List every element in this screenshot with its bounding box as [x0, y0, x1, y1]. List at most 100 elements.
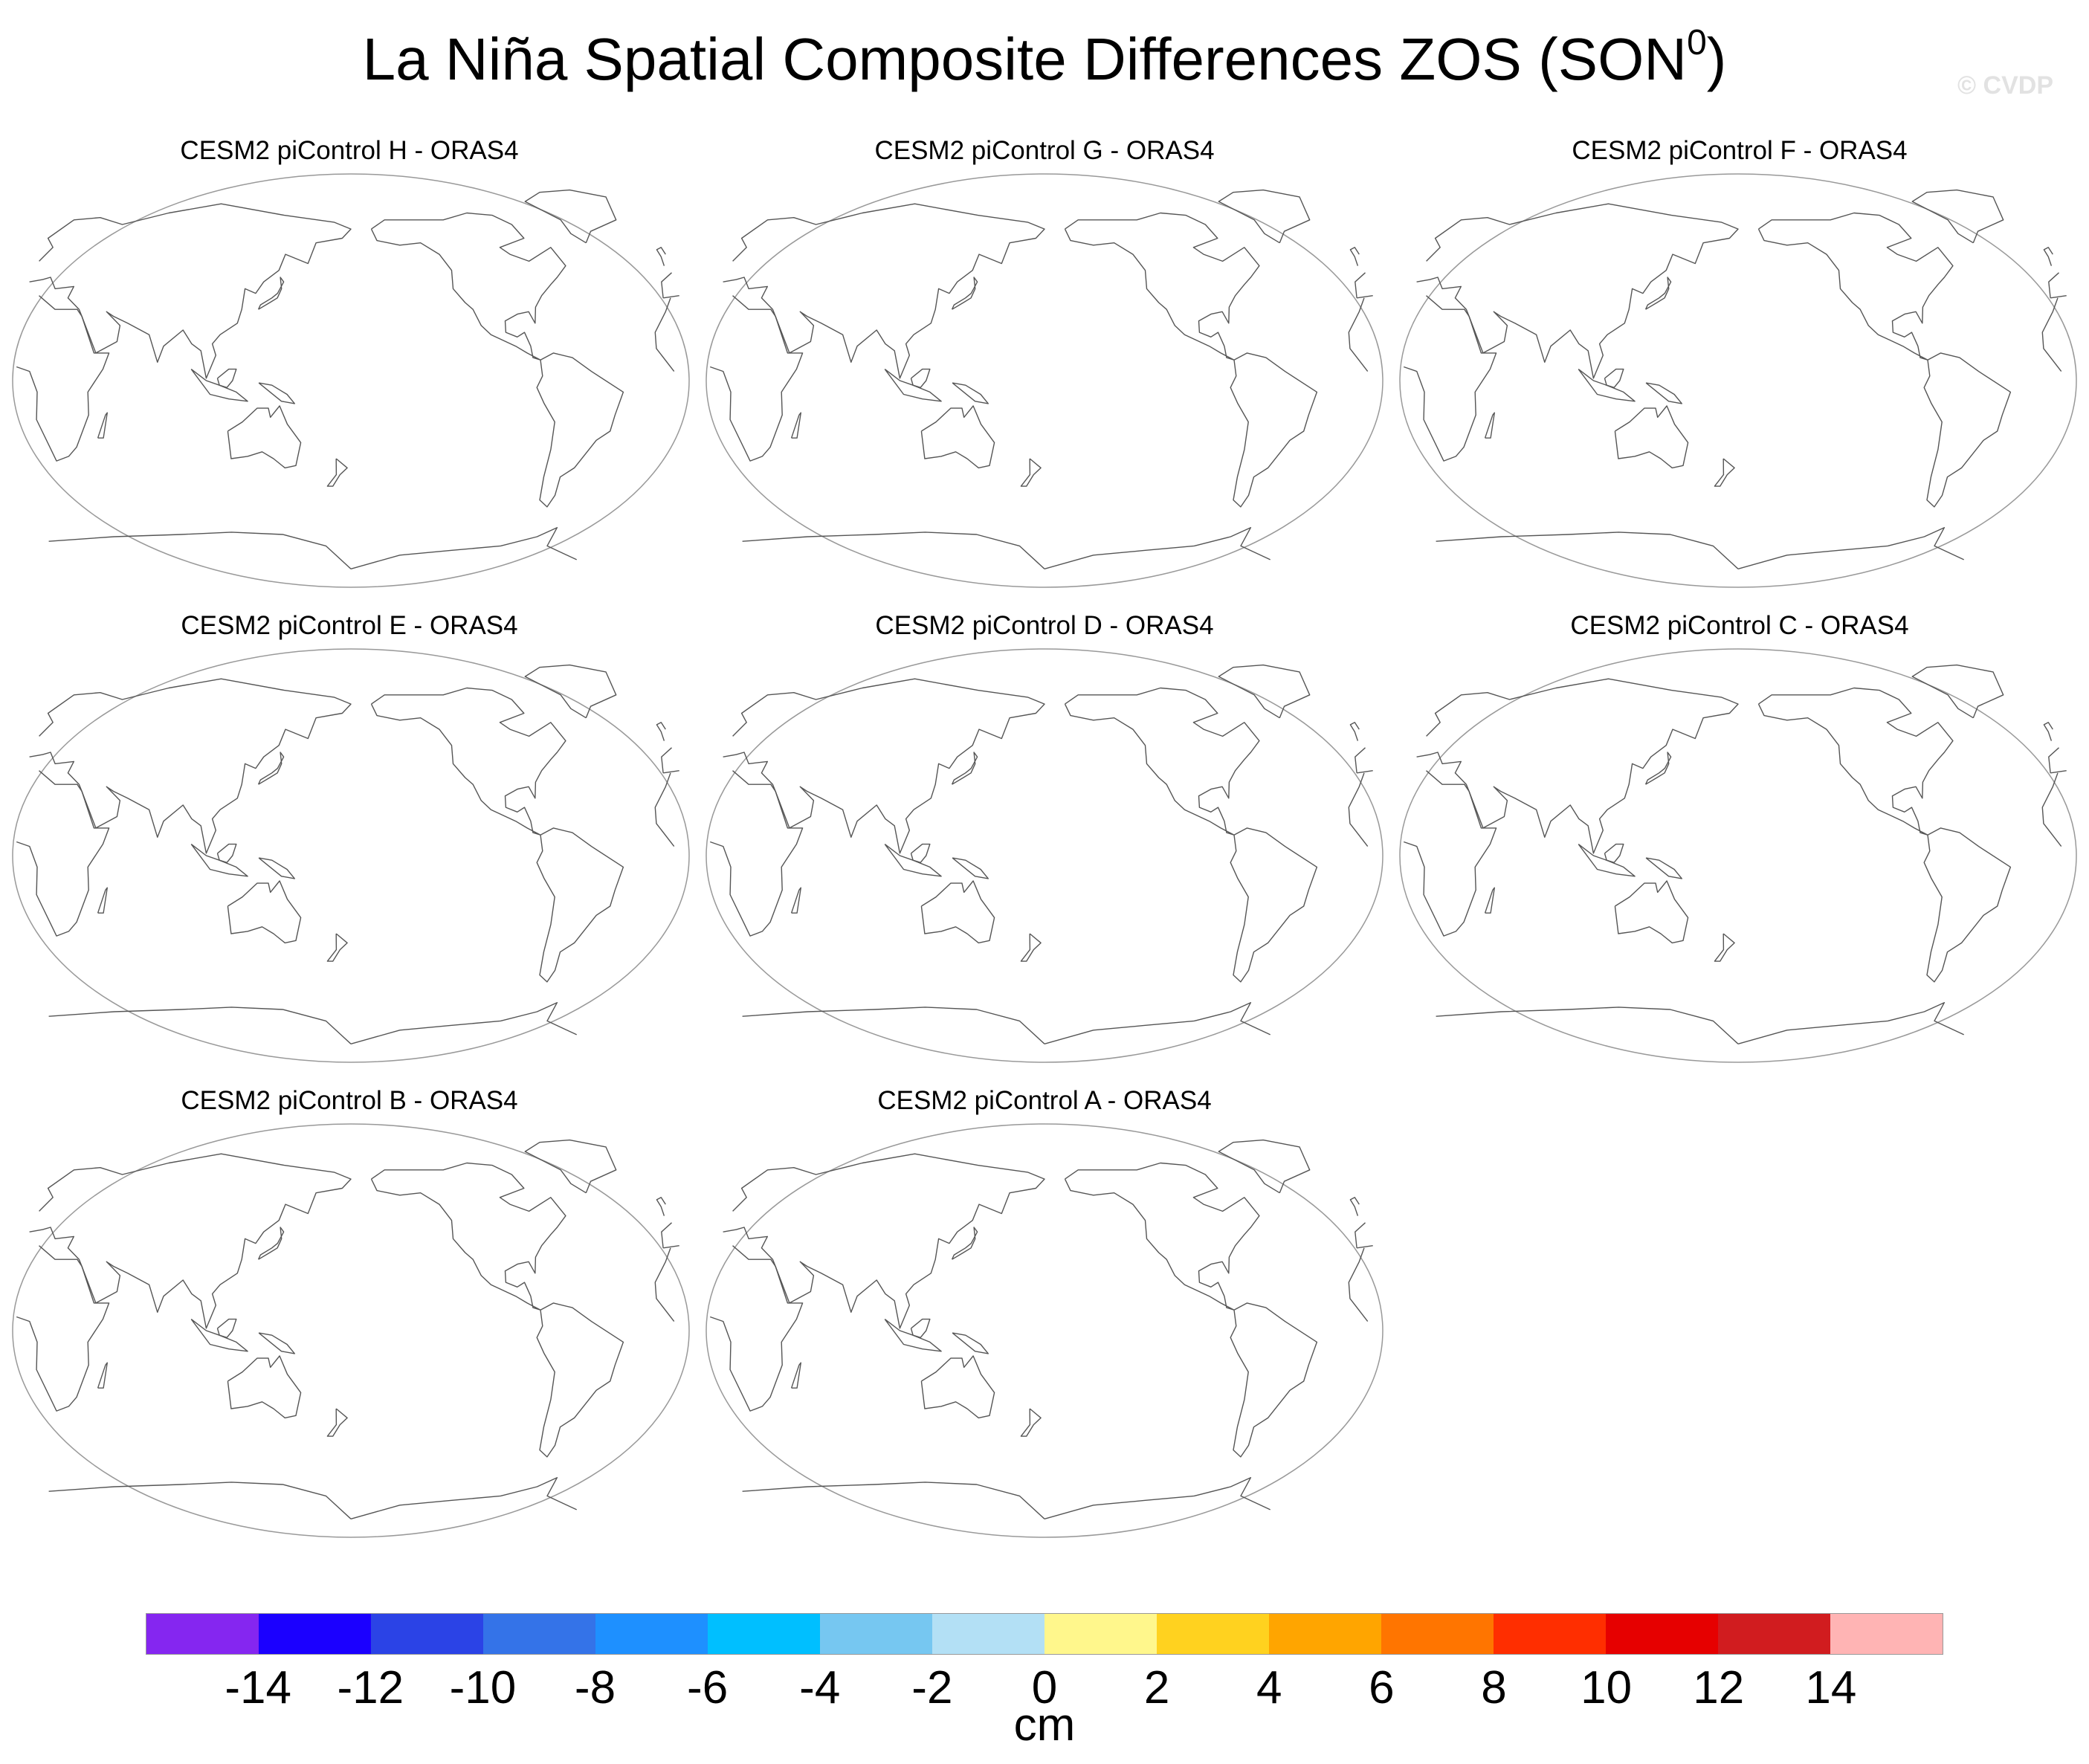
- antarctica-outline: [1737, 1002, 1964, 1044]
- antarctica-outline: [48, 1007, 352, 1044]
- new-guinea-outline: [258, 857, 295, 879]
- north-america-outline: [1757, 687, 1954, 836]
- africa-outline: [709, 770, 804, 937]
- colorbar-tick-label: -6: [687, 1662, 729, 1713]
- antarctica-outline: [350, 1477, 577, 1519]
- colorbar-tick-label: -4: [799, 1662, 841, 1713]
- japan-outline: [951, 752, 978, 785]
- north-america-outline: [1757, 212, 1954, 361]
- africa-outline: [16, 770, 110, 937]
- british-isles-outline: [2043, 247, 2053, 266]
- south-america-outline: [1923, 827, 2012, 983]
- new-guinea-outline: [1645, 382, 1682, 404]
- colorbar-tick-label: 0: [1031, 1662, 1058, 1713]
- australia-outline: [920, 405, 995, 469]
- figure-title: La Niña Spatial Composite Differences ZO…: [0, 22, 2089, 97]
- map-frame: [706, 648, 1383, 1063]
- colorbar-tick-label: -12: [337, 1662, 404, 1713]
- colorbar-tick-label: 12: [1693, 1662, 1745, 1713]
- new-zealand-outline: [1714, 458, 1735, 487]
- africa-outline: [16, 295, 110, 462]
- eurasia-outline: [1416, 203, 1739, 379]
- colorbar-cell: [371, 1614, 483, 1654]
- panel-title-c: CESM2 piControl C - ORAS4: [1570, 611, 1909, 640]
- antarctica-outline: [350, 527, 577, 569]
- eurasia-outline: [2048, 747, 2059, 773]
- indonesia-outline: [884, 1319, 942, 1352]
- panel-title-d: CESM2 piControl D - ORAS4: [875, 611, 1214, 640]
- new-zealand-outline: [1020, 458, 1042, 487]
- borneo-outline: [910, 1318, 931, 1338]
- africa-outline: [1348, 297, 1369, 372]
- south-america-outline: [536, 352, 624, 508]
- new-zealand-outline: [326, 1408, 348, 1437]
- colorbar-tick-label: -2: [911, 1662, 953, 1713]
- antarctica-outline: [742, 1482, 1045, 1519]
- british-isles-outline: [656, 1197, 666, 1216]
- borneo-outline: [1604, 368, 1624, 388]
- north-america-outline: [1064, 212, 1260, 361]
- colorbar-cell: [1718, 1614, 1830, 1654]
- south-america-outline: [1230, 827, 1318, 983]
- colorbar-ticks: -14 -12 -10 -8 -6 -4 -2 0 2 4 6 8 10 12 14: [0, 1661, 2089, 1721]
- borneo-outline: [216, 1318, 237, 1338]
- eurasia-outline: [2048, 272, 2059, 298]
- eurasia-outline: [2050, 295, 2067, 299]
- borneo-outline: [910, 843, 931, 863]
- map-panel-f: [1399, 173, 2077, 588]
- colorbar-tick-label: 14: [1805, 1662, 1857, 1713]
- indonesia-outline: [190, 1319, 248, 1352]
- africa-outline: [709, 295, 804, 462]
- africa-outline: [1348, 772, 1369, 847]
- new-guinea-outline: [952, 1332, 989, 1354]
- title-superscript: 0: [1687, 23, 1707, 62]
- map-frame: [1399, 173, 2077, 588]
- colorbar-cell: [1269, 1614, 1381, 1654]
- eurasia-outline: [661, 747, 672, 773]
- new-zealand-outline: [1020, 933, 1042, 962]
- australia-outline: [227, 1355, 302, 1419]
- eurasia-outline: [29, 1153, 352, 1329]
- map-panel-b: [12, 1123, 690, 1538]
- eurasia-outline: [663, 1245, 679, 1249]
- british-isles-outline: [1349, 247, 1360, 266]
- africa-outline: [2041, 297, 2062, 372]
- africa-outline: [1403, 770, 1497, 937]
- north-america-outline: [370, 1162, 566, 1311]
- africa-outline: [654, 1247, 675, 1322]
- colorbar-cell: [1044, 1614, 1157, 1654]
- greenland-outline: [1218, 1139, 1311, 1194]
- africa-outline: [709, 1245, 804, 1412]
- australia-outline: [227, 880, 302, 944]
- north-america-outline: [1064, 1162, 1260, 1311]
- colorbar-cell: [483, 1614, 595, 1654]
- south-america-outline: [536, 827, 624, 983]
- eurasia-outline: [2050, 770, 2067, 774]
- north-america-outline: [1064, 687, 1260, 836]
- cvdp-watermark: © CVDP: [1957, 71, 2053, 100]
- antarctica-outline: [1044, 1477, 1270, 1519]
- new-zealand-outline: [1020, 1408, 1042, 1437]
- japan-outline: [951, 277, 978, 310]
- colorbar-tick-label: 4: [1256, 1662, 1282, 1713]
- colorbar-cell: [1830, 1614, 1943, 1654]
- antarctica-outline: [1737, 527, 1964, 569]
- map-panel-d: [706, 648, 1383, 1063]
- map-frame: [12, 1123, 690, 1538]
- colorbar-tick-label: 6: [1369, 1662, 1395, 1713]
- antarctica-outline: [350, 1002, 577, 1044]
- eurasia-outline: [1355, 1222, 1366, 1248]
- madagascar-outline: [790, 1362, 802, 1389]
- north-america-outline: [370, 687, 566, 836]
- colorbar-cell: [595, 1614, 708, 1654]
- map-panel-g: [706, 173, 1383, 588]
- title-close: ): [1706, 26, 1727, 92]
- japan-outline: [1644, 277, 1672, 310]
- map-panel-c: [1399, 648, 2077, 1063]
- north-america-outline: [370, 212, 566, 361]
- map-panel-e: [12, 648, 690, 1063]
- british-isles-outline: [656, 247, 666, 266]
- panel-title-h: CESM2 piControl H - ORAS4: [180, 136, 519, 165]
- antarctica-outline: [48, 532, 352, 569]
- greenland-outline: [1218, 189, 1311, 244]
